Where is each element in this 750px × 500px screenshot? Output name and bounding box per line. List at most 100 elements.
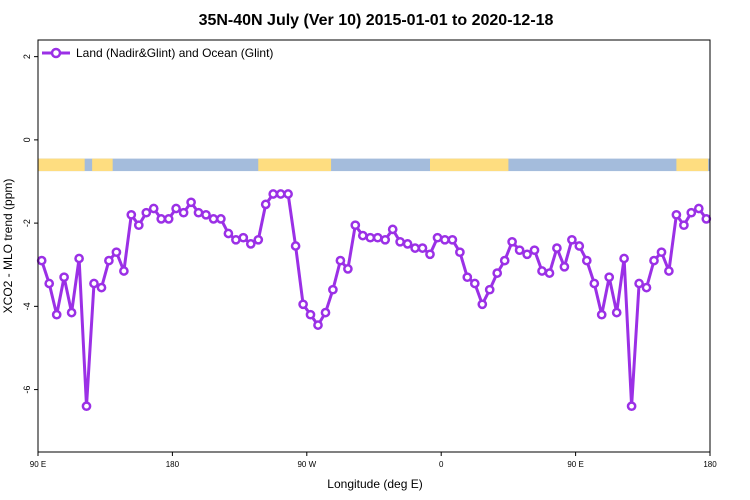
land-ocean-band [38,158,710,172]
land-segment [38,158,85,172]
land-segment [258,158,332,172]
data-point [335,255,346,266]
data-point [380,234,391,245]
data-point [455,247,465,258]
data-point [581,255,592,266]
data-point [552,243,562,253]
data-point [432,232,443,243]
data-point [462,272,473,283]
data-point [634,278,644,289]
land-segment [676,158,709,172]
data-point [492,268,503,278]
data-point [604,272,615,283]
data-point [596,309,607,320]
data-point [484,284,495,295]
data-point [96,282,107,293]
data-point [156,214,167,224]
data-point [275,189,286,199]
data-point [171,203,181,214]
data-point [126,209,137,220]
land-segment [430,158,509,172]
ocean-band [38,158,710,172]
legend: Land (Nadir&Glint) and Ocean (Glint) [42,46,273,60]
data-point [148,203,159,214]
data-point [201,209,211,220]
data-point [619,253,629,264]
data-point [402,239,413,249]
data-point [81,401,92,412]
data-point [649,255,659,266]
data-point [679,220,689,231]
data-point [245,239,256,249]
data-point [290,241,301,251]
data-point [559,261,570,272]
data-point [231,234,241,245]
data-point [671,209,682,220]
data-point [372,232,383,243]
data-point [133,220,144,231]
data-point [514,245,525,256]
data-point [664,266,674,276]
data-point [469,278,480,289]
data-point [693,203,704,214]
data-point [387,224,398,235]
data-point [111,247,122,258]
data-point [544,268,555,278]
data-point [36,255,47,266]
data-point [447,234,458,245]
data-point [298,299,308,310]
x-tick-label: 90 E [30,460,46,469]
data-point [589,278,600,289]
data-point [216,214,226,224]
data-point [701,214,712,224]
data-point [223,228,234,239]
data-point [499,255,510,266]
data-point [656,247,667,258]
data-point [253,234,264,245]
legend-label: Land (Nadir&Glint) and Ocean (Glint) [76,46,273,60]
x-tick-label: 180 [703,460,717,469]
data-point [507,236,517,247]
data-point [417,243,428,253]
data-point [522,249,532,260]
x-axis: 90 E 180 90 W 0 90 E 180 [30,452,717,469]
data-point [425,249,435,260]
y-tick-label: -4 [22,302,32,310]
data-point [365,232,376,243]
data-point [626,401,637,412]
data-point [44,278,55,289]
data-point [686,207,697,218]
data-point [104,255,114,266]
y-axis: 2 0 -2 -4 -6 [22,54,38,394]
y-tick-label: 0 [22,137,32,142]
land-segment [92,158,113,172]
data-point [283,189,293,199]
data-point [328,284,338,295]
data-point [357,230,368,241]
data-point [59,272,69,283]
series-points-layer [36,189,712,412]
data-point [163,214,174,224]
data-point [260,199,271,210]
data-point [350,220,361,231]
data-point [141,207,152,218]
data-point [66,307,77,318]
data-point [574,241,585,251]
plot-frame [37,39,711,453]
x-tick-label: 90 W [297,460,316,469]
data-point [186,197,196,208]
x-axis-label: Longitude (deg E) [327,477,422,491]
data-point [395,236,405,247]
data-point [74,253,84,264]
y-axis-label: XCO2 - MLO trend (ppm) [1,179,15,314]
data-point [178,207,189,218]
data-point [119,266,129,276]
data-point [193,207,204,218]
y-tick-label: -2 [22,219,32,227]
data-point [313,320,323,330]
data-point [305,309,316,320]
data-point [89,278,99,289]
data-point [268,189,279,199]
x-tick-label: 0 [439,460,444,469]
